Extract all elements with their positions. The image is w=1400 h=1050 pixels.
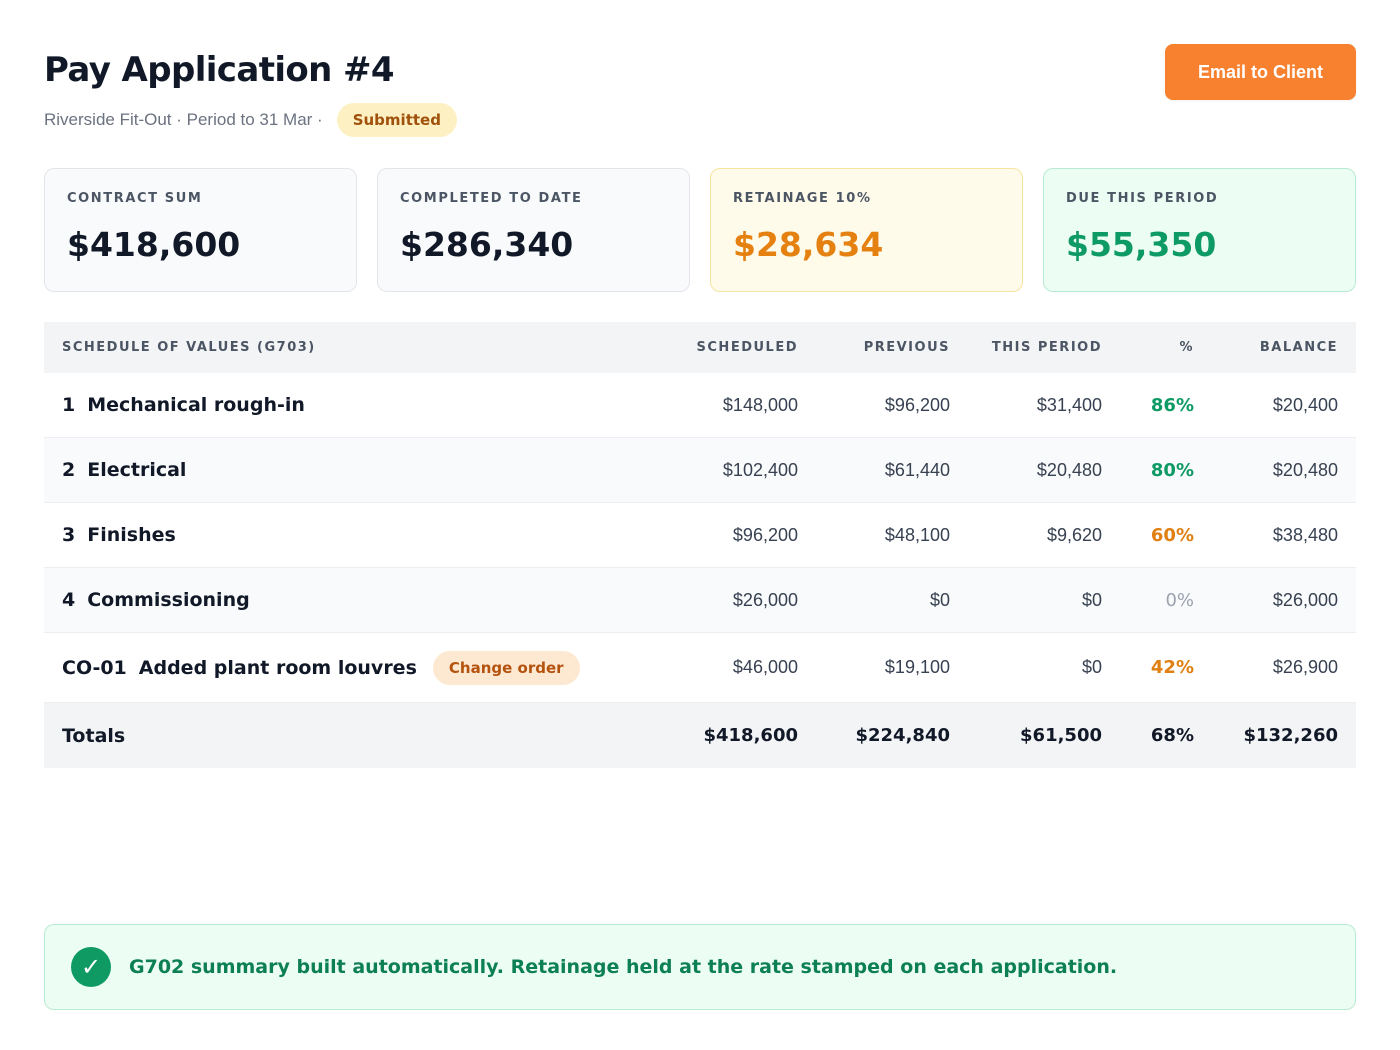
total-scheduled: $418,600	[703, 725, 798, 746]
total-percent: 68%	[1150, 725, 1194, 746]
schedule-of-values-table: SCHEDULE OF VALUES (G703) SCHEDULED PREV…	[44, 322, 1356, 768]
email-to-client-button[interactable]: Email to Client	[1165, 44, 1356, 100]
cell-previous: $0	[929, 589, 950, 610]
kpi-value: $28,634	[733, 225, 884, 264]
item-code: 1	[62, 394, 76, 416]
item-code: 3	[62, 524, 76, 546]
cell-balance: $26,900	[1272, 657, 1338, 677]
cell-percent: 0%	[1165, 589, 1194, 611]
cell-scheduled: $46,000	[732, 657, 798, 677]
cell-this-period: $0	[1081, 589, 1102, 610]
table-row[interactable]: 3 Finishes $96,200 $48,100 $9,620 60% $3…	[44, 503, 1356, 568]
kpi-label: CONTRACT SUM	[67, 191, 203, 206]
table-row[interactable]: 1 Mechanical rough-in $148,000 $96,200 $…	[44, 373, 1356, 438]
line-item: 1 Mechanical rough-in	[62, 394, 646, 416]
change-order-badge: Change order	[432, 650, 580, 685]
kpi-completed-to-date: COMPLETED TO DATE $286,340	[377, 168, 690, 292]
status-badge: Submitted	[336, 103, 457, 137]
col-header-scheduled: SCHEDULED	[696, 340, 798, 355]
kpi-label: RETAINAGE 10%	[733, 191, 872, 206]
cell-percent: 42%	[1150, 657, 1194, 678]
cell-this-period: $20,480	[1036, 459, 1102, 480]
kpi-cards: CONTRACT SUM $418,600 COMPLETED TO DATE …	[44, 168, 1356, 292]
line-item: CO-01 Added plant room louvres Change or…	[62, 650, 646, 685]
kpi-contract-sum: CONTRACT SUM $418,600	[44, 168, 357, 292]
kpi-value: $418,600	[67, 225, 241, 264]
page-header: Pay Application #4 Riverside Fit-Out · P…	[44, 44, 1356, 144]
cell-scheduled: $148,000	[722, 394, 798, 415]
cell-percent: 80%	[1150, 459, 1194, 481]
g702-notice-banner: ✓ G702 summary built automatically. Reta…	[44, 924, 1356, 1010]
cell-balance: $26,000	[1272, 589, 1338, 610]
cell-percent: 60%	[1150, 524, 1194, 546]
totals-label: Totals	[62, 724, 126, 747]
kpi-due-this-period: DUE THIS PERIOD $55,350	[1043, 168, 1356, 292]
col-header-previous: PREVIOUS	[863, 340, 950, 355]
kpi-retainage: RETAINAGE 10% $28,634	[710, 168, 1023, 292]
kpi-label: DUE THIS PERIOD	[1066, 191, 1219, 206]
cell-scheduled: $96,200	[732, 524, 798, 545]
cell-previous: $19,100	[884, 657, 950, 677]
cell-balance: $20,400	[1272, 394, 1338, 415]
table-row-change-order[interactable]: CO-01 Added plant room louvres Change or…	[44, 633, 1356, 703]
table-row[interactable]: 4 Commissioning $26,000 $0 $0 0% $26,000	[44, 568, 1356, 633]
kpi-value: $55,350	[1066, 225, 1217, 264]
notice-text: G702 summary built automatically. Retain…	[129, 956, 1118, 978]
total-previous: $224,840	[855, 725, 950, 746]
cell-previous: $48,100	[884, 524, 950, 545]
table-header: SCHEDULE OF VALUES (G703) SCHEDULED PREV…	[44, 322, 1356, 373]
item-code: 2	[62, 459, 76, 481]
cell-previous: $96,200	[884, 394, 950, 415]
kpi-value: $286,340	[400, 225, 574, 264]
subtitle-row: Riverside Fit-Out · Period to 31 Mar · S…	[44, 103, 457, 137]
project-period-text: Riverside Fit-Out · Period to 31 Mar ·	[44, 110, 323, 129]
cell-previous: $61,440	[884, 459, 950, 480]
line-item: 4 Commissioning	[62, 589, 646, 611]
check-icon: ✓	[71, 947, 111, 987]
line-item: 2 Electrical	[62, 459, 646, 481]
table-row[interactable]: 2 Electrical $102,400 $61,440 $20,480 80…	[44, 438, 1356, 503]
item-code: 4	[62, 589, 76, 611]
line-item: 3 Finishes	[62, 524, 646, 546]
total-balance: $132,260	[1243, 725, 1338, 746]
item-label: Added plant room louvres	[138, 656, 417, 679]
item-label: Mechanical rough-in	[87, 394, 305, 416]
cell-scheduled: $102,400	[722, 459, 798, 480]
col-header-percent: %	[1179, 340, 1194, 355]
item-label: Commissioning	[87, 589, 250, 611]
item-code: CO-01	[62, 656, 127, 679]
kpi-label: COMPLETED TO DATE	[400, 191, 583, 206]
item-label: Finishes	[87, 524, 176, 546]
col-header-balance: BALANCE	[1259, 340, 1338, 355]
cell-balance: $20,480	[1272, 459, 1338, 480]
cell-this-period: $0	[1081, 657, 1102, 677]
cell-scheduled: $26,000	[732, 589, 798, 610]
cell-this-period: $31,400	[1036, 394, 1102, 415]
cell-balance: $38,480	[1272, 524, 1338, 545]
cell-percent: 86%	[1150, 394, 1194, 416]
total-this-period: $61,500	[1020, 725, 1102, 746]
page-title: Pay Application #4	[44, 50, 395, 90]
item-label: Electrical	[87, 459, 187, 481]
col-header-name: SCHEDULE OF VALUES (G703)	[62, 340, 316, 355]
cell-this-period: $9,620	[1046, 524, 1102, 545]
totals-row: Totals $418,600 $224,840 $61,500 68% $13…	[44, 703, 1356, 768]
col-header-this-period: THIS PERIOD	[991, 340, 1102, 355]
